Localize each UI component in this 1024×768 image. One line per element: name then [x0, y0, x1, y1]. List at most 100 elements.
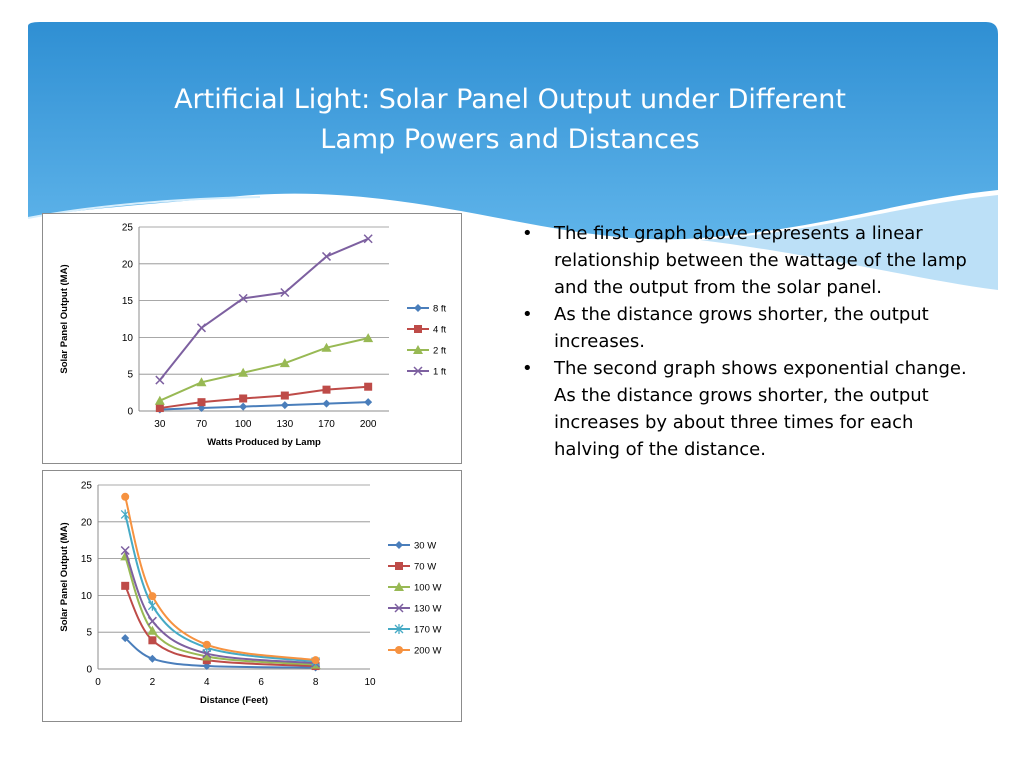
bullet-text: The second graph shows exponential chang…	[554, 358, 967, 460]
data-point	[322, 399, 331, 408]
wattage-chart-svg: 0 5 10 15 20 25 30 70 100 130 170 200 Watts Produced…	[59, 223, 447, 449]
slide-title-line-1: Artificial Light: Solar Panel Output und…	[174, 84, 846, 115]
x-tick-label: 10	[364, 677, 376, 688]
x-tick-label: 70	[196, 419, 208, 430]
legend-marker	[413, 345, 423, 354]
y-tick-label: 0	[127, 407, 133, 418]
x-tick-label: 30	[154, 419, 166, 430]
data-point	[196, 323, 207, 333]
wattage-line-chart: 0 5 10 15 20 25 30 70 100 130 170 200 Watts Produced…	[42, 213, 462, 464]
data-point	[321, 342, 332, 352]
legend-label: 100 W	[414, 583, 441, 594]
bullet-item: • The first graph above represents a line…	[520, 220, 970, 301]
y-tick-label: 5	[127, 370, 133, 381]
y-tick-label: 15	[81, 554, 93, 565]
y-tick-label: 5	[86, 628, 92, 639]
series-line-70-W	[124, 585, 316, 668]
legend-label: 1 ft	[433, 367, 447, 378]
data-point	[197, 398, 206, 407]
series-line-30-W	[124, 637, 316, 669]
data-point	[148, 592, 157, 601]
y-tick-label: 10	[122, 333, 134, 344]
data-point	[121, 634, 130, 643]
x-tick-label: 0	[95, 677, 101, 688]
data-point	[238, 293, 248, 303]
bullet-text: The first graph above represents a linea…	[554, 223, 967, 298]
y-axis-title: Solar Panel Output (MA)	[59, 264, 70, 373]
x-tick-label: 100	[235, 419, 252, 430]
distance-scatter-chart: 0 5 10 15 20 25 0 2 4 6 8 10 Distance (Feet) Solar Pa…	[42, 470, 462, 722]
data-point	[364, 382, 373, 391]
legend-label: 130 W	[414, 604, 441, 615]
legend-marker	[413, 366, 423, 376]
data-point	[322, 385, 331, 394]
legend-label: 170 W	[414, 625, 441, 636]
data-point	[202, 640, 211, 649]
data-point	[154, 395, 165, 405]
y-tick-label: 25	[81, 481, 93, 492]
data-point	[147, 600, 157, 611]
series-line-4-ft	[159, 385, 369, 410]
x-tick-label: 8	[313, 677, 319, 688]
series-line-130-W	[124, 550, 316, 665]
bullet-marker: •	[522, 358, 533, 379]
bullet-marker: •	[522, 223, 533, 244]
bullet-list: • The first graph above represents a line…	[520, 220, 970, 463]
data-point	[147, 625, 158, 635]
x-tick-label: 2	[150, 677, 156, 688]
legend-marker	[394, 603, 404, 613]
data-point	[280, 391, 289, 400]
data-point	[238, 367, 249, 377]
x-axis-title: Distance (Feet)	[200, 695, 268, 706]
x-tick-label: 200	[360, 419, 377, 430]
y-tick-label: 15	[122, 296, 134, 307]
bullet-text: As the distance grows shorter, the outpu…	[554, 304, 929, 352]
legend-label: 8 ft	[433, 304, 447, 315]
data-point	[201, 651, 212, 661]
slide-title: Artificial Light: Solar Panel Output und…	[110, 80, 910, 160]
legend-marker	[394, 624, 404, 634]
x-tick-label: 130	[276, 419, 293, 430]
bullet-item: • As the distance grows shorter, the outp…	[520, 301, 970, 355]
legend-label: 70 W	[414, 562, 436, 573]
y-tick-label: 25	[122, 223, 134, 234]
title-banner	[27, 22, 998, 290]
x-tick-label: 170	[318, 419, 335, 430]
data-point	[280, 287, 290, 298]
y-axis-title: Solar Panel Output (MA)	[59, 522, 70, 631]
y-tick-label: 20	[122, 259, 134, 270]
legend-marker	[414, 325, 422, 333]
data-point	[239, 394, 248, 403]
y-tick-label: 0	[86, 665, 92, 676]
data-point	[321, 251, 332, 261]
legend-marker	[395, 541, 403, 549]
x-axis-title: Watts Produced by Lamp	[207, 437, 321, 448]
legend-label: 200 W	[414, 646, 441, 657]
legend-marker	[394, 582, 404, 591]
data-point	[121, 492, 130, 501]
data-point	[147, 616, 157, 626]
data-point	[364, 398, 373, 407]
data-point	[363, 333, 374, 343]
series-line-100-W	[124, 556, 316, 666]
data-point	[121, 581, 130, 590]
data-point	[148, 654, 157, 663]
data-point	[148, 636, 157, 645]
data-point	[196, 377, 207, 387]
y-tick-label: 20	[81, 517, 93, 528]
series-line-8-ft	[159, 401, 369, 411]
legend-label: 4 ft	[433, 325, 447, 336]
legend-marker	[395, 646, 403, 654]
slide-title-line-2: Lamp Powers and Distances	[320, 124, 700, 155]
legend-label: 2 ft	[433, 346, 447, 357]
data-point	[120, 545, 130, 556]
x-tick-label: 6	[258, 677, 264, 688]
bullet-marker: •	[522, 304, 533, 325]
series-line-2-ft	[159, 337, 369, 402]
legend-label: 30 W	[414, 541, 436, 552]
data-point	[363, 234, 373, 244]
legend-marker	[414, 304, 422, 312]
y-tick-label: 10	[81, 591, 93, 602]
data-point	[311, 656, 320, 665]
series-line-170-W	[124, 514, 316, 663]
